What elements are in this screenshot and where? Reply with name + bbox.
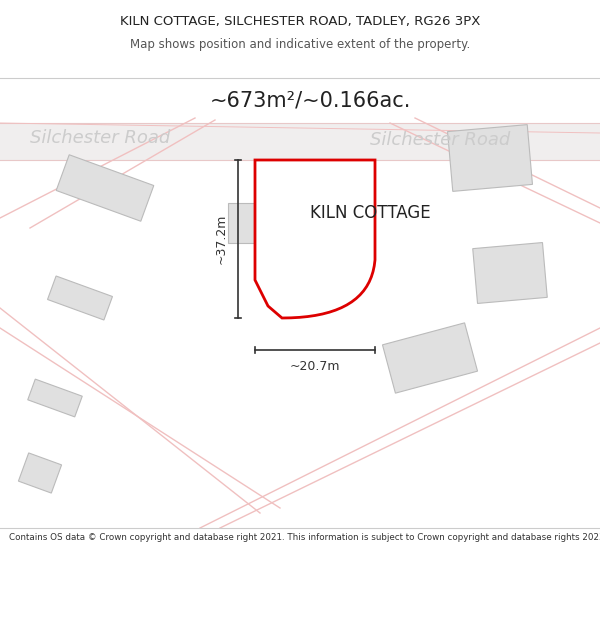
Text: ~673m²/~0.166ac.: ~673m²/~0.166ac. — [209, 90, 410, 110]
Text: KILN COTTAGE: KILN COTTAGE — [310, 204, 430, 222]
Polygon shape — [0, 123, 600, 160]
Polygon shape — [56, 155, 154, 221]
Polygon shape — [255, 160, 375, 318]
Polygon shape — [19, 453, 62, 493]
Text: KILN COTTAGE, SILCHESTER ROAD, TADLEY, RG26 3PX: KILN COTTAGE, SILCHESTER ROAD, TADLEY, R… — [120, 15, 480, 28]
Polygon shape — [448, 124, 532, 191]
Text: Contains OS data © Crown copyright and database right 2021. This information is : Contains OS data © Crown copyright and d… — [9, 533, 600, 542]
Text: Silchester Road: Silchester Road — [370, 131, 510, 149]
Text: ~37.2m: ~37.2m — [215, 214, 228, 264]
Polygon shape — [473, 242, 547, 304]
Text: ~20.7m: ~20.7m — [290, 360, 340, 373]
Text: Silchester Road: Silchester Road — [30, 129, 170, 147]
Polygon shape — [28, 379, 82, 417]
Polygon shape — [382, 323, 478, 393]
Polygon shape — [47, 276, 112, 320]
Text: Map shows position and indicative extent of the property.: Map shows position and indicative extent… — [130, 38, 470, 51]
Polygon shape — [227, 203, 283, 243]
